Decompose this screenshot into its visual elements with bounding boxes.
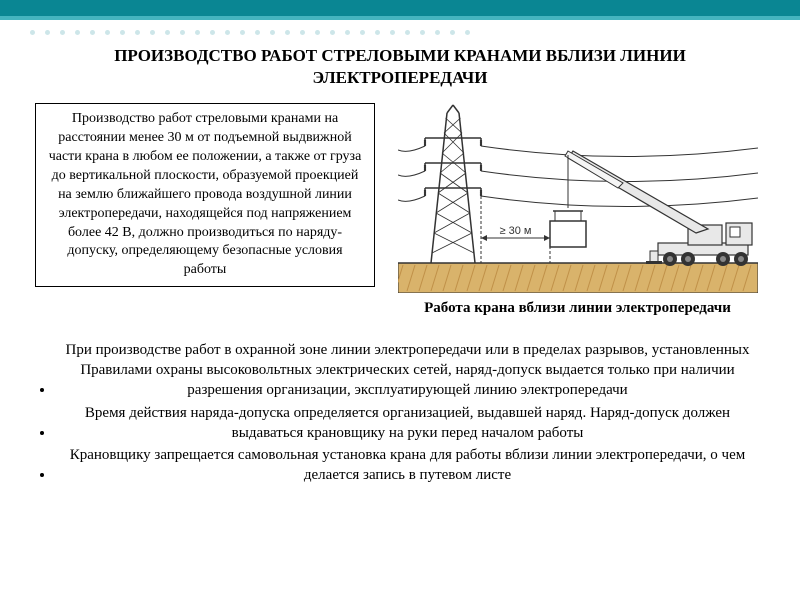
main-row: Производство работ стреловыми кранами на… [35, 103, 765, 318]
bullet-list: При производстве работ в охранной зоне л… [35, 340, 765, 486]
header-dots [0, 20, 800, 35]
bullet-item: Время действия наряда-допуска определяет… [55, 403, 760, 444]
bullet-item: При производстве работ в охранной зоне л… [55, 340, 760, 401]
info-box: Производство работ стреловыми кранами на… [35, 103, 375, 287]
diagram-column: ≥ 30 м Работа крана вблизи линии электро… [390, 103, 765, 318]
diagram-caption: Работа крана вблизи линии электропередач… [424, 299, 731, 318]
crane-diagram: ≥ 30 м [398, 103, 758, 293]
page-title: ПРОИЗВОДСТВО РАБОТ СТРЕЛОВЫМИ КРАНАМИ ВБ… [35, 45, 765, 89]
svg-text:≥ 30 м: ≥ 30 м [499, 225, 531, 237]
header-bar [0, 0, 800, 20]
bullet-item: Крановщику запрещается самовольная устан… [55, 445, 760, 486]
content-area: ПРОИЗВОДСТВО РАБОТ СТРЕЛОВЫМИ КРАНАМИ ВБ… [0, 35, 800, 486]
